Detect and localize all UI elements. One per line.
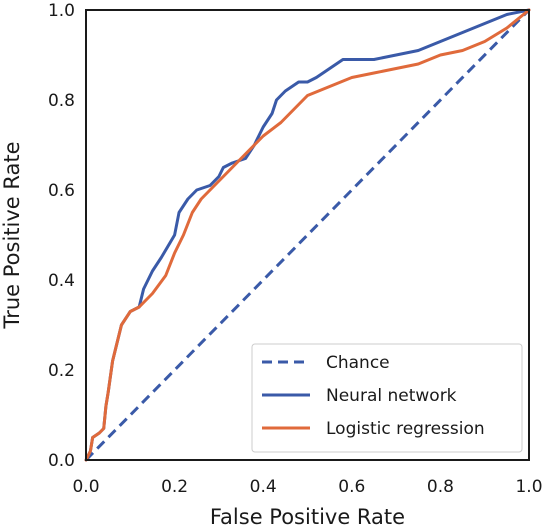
series-line-logistic-regression (84, 8, 531, 462)
x-tick-label: 0.2 (161, 477, 188, 497)
x-tick-label: 0.8 (427, 477, 454, 497)
legend-label: Chance (326, 353, 390, 373)
x-tick-label: 0.4 (250, 477, 277, 497)
y-tick-label: 1.0 (48, 1, 75, 21)
x-tick-label: 1.0 (515, 477, 542, 497)
legend-box (251, 343, 523, 453)
y-tick-label: 0.2 (48, 361, 75, 381)
x-tick-label: 0.6 (338, 477, 365, 497)
legend-label: Neural network (326, 386, 457, 406)
y-axis-title: True Positive Rate (0, 141, 24, 329)
x-tick-label: 0.0 (72, 477, 99, 497)
y-tick-label: 0.4 (48, 271, 75, 291)
plot-frame (85, 9, 530, 461)
legend-label: Logistic regression (326, 419, 485, 439)
legend: Chance Neural network Logistic regression (251, 343, 523, 453)
y-tick-label: 0.0 (48, 451, 75, 471)
y-tick-label: 0.6 (48, 181, 75, 201)
x-axis-title: False Positive Rate (210, 505, 405, 529)
y-tick-label: 0.8 (48, 91, 75, 111)
series-line-chance (84, 8, 531, 462)
